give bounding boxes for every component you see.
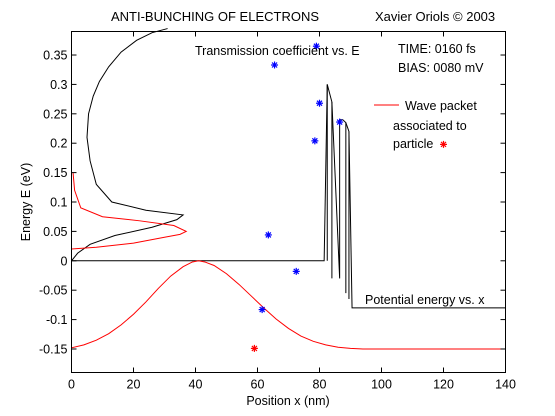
time-readout: TIME: 0160 fs bbox=[398, 42, 476, 56]
y-tick-label: 0 bbox=[61, 254, 68, 268]
particle-star-stroke bbox=[293, 268, 300, 275]
particle-star-stroke bbox=[251, 345, 258, 352]
legend-line-1: Wave packet bbox=[405, 99, 477, 113]
electron-particle-marker bbox=[271, 61, 279, 69]
particle-star-stroke bbox=[440, 141, 447, 148]
electron-particle-marker bbox=[258, 306, 266, 314]
x-tick-label: 20 bbox=[127, 378, 141, 392]
y-tick-label: 0.05 bbox=[43, 225, 67, 239]
x-axis-label: Position x (nm) bbox=[246, 394, 329, 408]
transmission-curve bbox=[71, 28, 185, 262]
particle-star-stroke bbox=[311, 137, 318, 144]
wave_packet_position-curve bbox=[71, 260, 506, 350]
author-credit: Xavier Oriols © 2003 bbox=[375, 9, 495, 24]
tick-layer: 0 20 40 60 80 100 120 140 -0.15 -0.1 -0.05 0 0.05 0.1… bbox=[39, 31, 516, 392]
potential-label: Potential energy vs. x bbox=[365, 293, 485, 307]
particle-layer bbox=[250, 42, 447, 352]
legend-line-3: particle bbox=[393, 137, 433, 151]
y-tick-label: -0.1 bbox=[46, 313, 68, 327]
electron-particle-marker bbox=[312, 42, 320, 50]
y-tick-label: -0.15 bbox=[39, 342, 68, 356]
legend-particle-marker bbox=[440, 140, 447, 148]
particle-star-stroke bbox=[265, 231, 272, 238]
particle-star-stroke bbox=[271, 62, 278, 68]
electron-particle-marker bbox=[336, 118, 344, 126]
bias-readout: BIAS: 0080 mV bbox=[398, 61, 484, 75]
x-tick-label: 140 bbox=[495, 378, 516, 392]
y-tick-label: 0.1 bbox=[50, 196, 67, 210]
legend-line-2: associated to bbox=[393, 119, 467, 133]
y-tick-label: 0.15 bbox=[43, 166, 67, 180]
electron-particle-marker bbox=[264, 231, 272, 239]
particle-star-stroke bbox=[316, 100, 323, 107]
particle-star-stroke bbox=[259, 306, 266, 313]
y-axis-label: Energy E (eV) bbox=[19, 163, 33, 242]
electron-particle-marker bbox=[311, 137, 319, 145]
x-tick-label: 120 bbox=[433, 378, 454, 392]
y-tick-label: -0.05 bbox=[39, 284, 68, 298]
electron-particle-marker bbox=[316, 99, 323, 107]
particle-star-stroke bbox=[313, 43, 320, 50]
x-tick-label: 80 bbox=[313, 378, 327, 392]
chart-title: ANTI-BUNCHING OF ELECTRONS bbox=[111, 9, 319, 24]
highlighted-particle-marker bbox=[250, 344, 258, 352]
particle-star-stroke bbox=[336, 119, 343, 125]
y-tick-label: 0.3 bbox=[50, 78, 67, 92]
x-tick-label: 0 bbox=[68, 378, 75, 392]
y-tick-label: 0.25 bbox=[43, 107, 67, 121]
electron-particle-marker bbox=[292, 267, 300, 275]
x-tick-label: 40 bbox=[189, 378, 203, 392]
x-tick-label: 60 bbox=[251, 378, 265, 392]
wave_packet_energy-curve bbox=[71, 172, 188, 250]
plot-area bbox=[71, 31, 506, 373]
y-tick-label: 0.35 bbox=[43, 49, 67, 63]
y-tick-label: 0.2 bbox=[50, 137, 67, 151]
x-tick-label: 100 bbox=[371, 378, 392, 392]
transmission-label: Transmission coefficient vs. E bbox=[195, 44, 360, 58]
